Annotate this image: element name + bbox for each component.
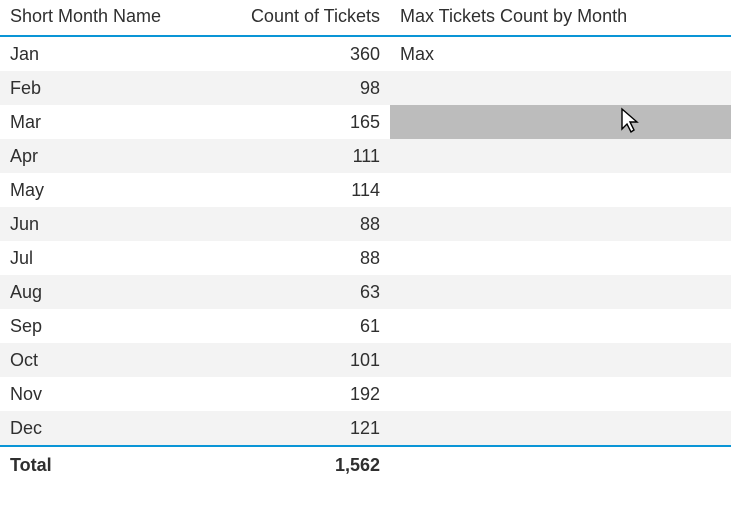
cell-count: 88 <box>210 214 390 235</box>
cell-count: 98 <box>210 78 390 99</box>
total-count: 1,562 <box>210 455 390 476</box>
table-row[interactable]: Nov192 <box>0 377 731 411</box>
total-label: Total <box>0 455 210 476</box>
table-row[interactable]: Dec121 <box>0 411 731 445</box>
cell-count: 63 <box>210 282 390 303</box>
cell-max <box>390 207 731 241</box>
cell-month: Mar <box>0 112 210 133</box>
cell-count: 61 <box>210 316 390 337</box>
table-body: Jan360MaxFeb98Mar165Apr111May114Jun88Jul… <box>0 37 731 445</box>
column-header-count[interactable]: Count of Tickets <box>210 6 390 27</box>
cell-max <box>390 173 731 207</box>
cell-max <box>390 105 731 139</box>
cell-count: 101 <box>210 350 390 371</box>
cell-month: Aug <box>0 282 210 303</box>
table-row[interactable]: Feb98 <box>0 71 731 105</box>
cell-month: Dec <box>0 418 210 439</box>
cell-max <box>390 139 731 173</box>
table-row[interactable]: Sep61 <box>0 309 731 343</box>
cell-month: Sep <box>0 316 210 337</box>
cell-count: 165 <box>210 112 390 133</box>
cell-month: Jul <box>0 248 210 269</box>
column-header-max[interactable]: Max Tickets Count by Month <box>390 6 731 27</box>
cell-max <box>390 343 731 377</box>
cell-max <box>390 71 731 105</box>
cell-month: Jun <box>0 214 210 235</box>
ticket-count-table[interactable]: Short Month Name Count of Tickets Max Ti… <box>0 0 731 483</box>
table-row[interactable]: Jul88 <box>0 241 731 275</box>
cell-count: 111 <box>210 146 390 167</box>
cell-max <box>390 275 731 309</box>
cell-month: May <box>0 180 210 201</box>
cell-month: Nov <box>0 384 210 405</box>
cell-month: Oct <box>0 350 210 371</box>
cell-max <box>390 377 731 411</box>
cell-max <box>390 241 731 275</box>
table-total-row: Total 1,562 <box>0 445 731 483</box>
table-row[interactable]: Apr111 <box>0 139 731 173</box>
cell-max <box>390 309 731 343</box>
cell-month: Feb <box>0 78 210 99</box>
table-row[interactable]: Jan360Max <box>0 37 731 71</box>
table-row[interactable]: Oct101 <box>0 343 731 377</box>
cell-max <box>390 411 731 445</box>
table-row[interactable]: May114 <box>0 173 731 207</box>
cell-month: Apr <box>0 146 210 167</box>
table-row[interactable]: Aug63 <box>0 275 731 309</box>
cell-count: 88 <box>210 248 390 269</box>
cursor-icon <box>620 107 640 135</box>
table-row[interactable]: Jun88 <box>0 207 731 241</box>
cell-count: 360 <box>210 44 390 65</box>
cell-count: 192 <box>210 384 390 405</box>
table-row[interactable]: Mar165 <box>0 105 731 139</box>
table-header-row: Short Month Name Count of Tickets Max Ti… <box>0 0 731 37</box>
cell-month: Jan <box>0 44 210 65</box>
cell-count: 121 <box>210 418 390 439</box>
total-max <box>390 447 731 483</box>
cell-max: Max <box>390 37 731 71</box>
cell-count: 114 <box>210 180 390 201</box>
column-header-month[interactable]: Short Month Name <box>0 6 210 27</box>
